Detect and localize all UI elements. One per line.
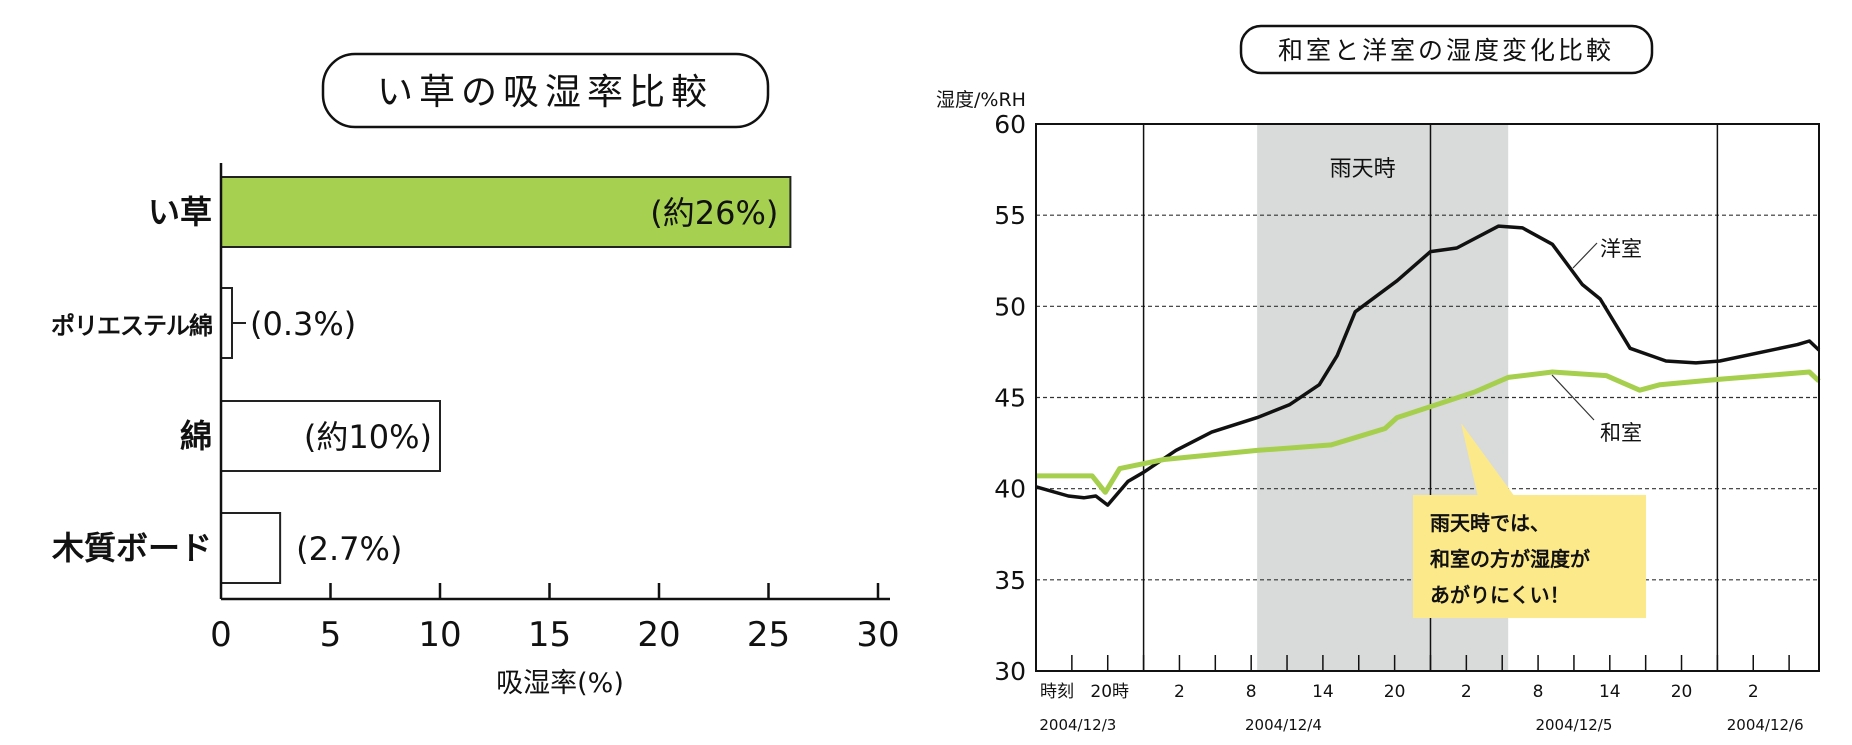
category-label: 綿 xyxy=(180,417,212,455)
y-tick-label: 40 xyxy=(994,475,1026,504)
x-tick-label: 20時 xyxy=(1090,682,1129,702)
callout-box xyxy=(1413,495,1646,618)
leader-line xyxy=(1572,242,1598,269)
x-tick-label: 8 xyxy=(1533,682,1544,702)
x-tick-label: 14 xyxy=(1312,682,1334,702)
series-line-western-room xyxy=(1035,224,1821,507)
x-tick-label: 0 xyxy=(210,615,232,655)
bar-chart-title-frame xyxy=(321,52,770,129)
x-tick-label: 8 xyxy=(1246,682,1257,702)
x-tick-label: 2 xyxy=(1461,682,1472,702)
callout-pointer xyxy=(1461,423,1515,497)
x-axis-prefix: 時刻 xyxy=(1040,682,1074,702)
x-tick-label: 5 xyxy=(320,615,342,655)
date-label: 2004/12/3 xyxy=(1039,716,1116,734)
y-tick-label: 50 xyxy=(994,292,1026,321)
x-tick-label: 20 xyxy=(1671,682,1693,702)
data-label: (約10%) xyxy=(304,418,432,456)
leader-line xyxy=(1551,374,1595,421)
y-axis-label: 湿度/%RH xyxy=(936,89,1026,111)
category-label: い草 xyxy=(148,193,212,231)
bar-chart-title: い草の吸湿率比較 xyxy=(377,72,713,113)
callout-text: 和室の方が湿度が xyxy=(1430,547,1590,571)
x-tick-label: 20 xyxy=(637,615,680,655)
rainy-period-label: 雨天時 xyxy=(1330,157,1396,182)
line-chart-title: 和室と洋室の湿度変化比較 xyxy=(1278,36,1614,65)
x-tick-label: 15 xyxy=(528,615,571,655)
category-label: ポリエステル綿 xyxy=(51,312,212,340)
line-chart-title-frame xyxy=(1239,24,1654,75)
series-label: 洋室 xyxy=(1600,237,1642,261)
callout-text: 雨天時では、 xyxy=(1430,511,1550,535)
x-tick-label: 2 xyxy=(1748,682,1759,702)
y-tick-label: 30 xyxy=(994,657,1026,686)
date-label: 2004/12/5 xyxy=(1535,716,1612,734)
bar-chart: い草の吸湿率比較 い草 (約26%) ポリエステル綿 (0.3%) 綿 (約10%) 木質ボ… xyxy=(51,52,900,699)
y-tick-label: 60 xyxy=(994,110,1026,139)
category-label: 木質ボード xyxy=(51,529,212,567)
bar xyxy=(220,400,441,472)
x-tick-label: 10 xyxy=(418,615,461,655)
x-tick-label: 25 xyxy=(747,615,790,655)
x-tick-label: 14 xyxy=(1599,682,1621,702)
series-line-japanese-room xyxy=(1036,369,1821,495)
y-tick-label: 55 xyxy=(994,201,1026,230)
plot-frame xyxy=(1035,123,1820,672)
bar xyxy=(220,176,792,248)
x-axis-label: 吸湿率(%) xyxy=(496,668,624,699)
data-label: (0.3%) xyxy=(250,305,356,343)
callout-text: あがりにくい！ xyxy=(1430,583,1570,607)
line-chart: 和室と洋室の湿度変化比較 湿度/%RH 雨天時 30 35 40 45 50 55 60 時刻 2… xyxy=(936,24,1821,734)
x-tick-label: 30 xyxy=(856,615,899,655)
x-tick-label: 2 xyxy=(1174,682,1185,702)
data-label: (約26%) xyxy=(650,194,778,232)
x-tick-label: 20 xyxy=(1384,682,1406,702)
date-label: 2004/12/6 xyxy=(1727,716,1804,734)
y-tick-label: 35 xyxy=(994,566,1026,595)
series-label: 和室 xyxy=(1600,421,1642,445)
bar xyxy=(220,287,233,359)
data-label: (2.7%) xyxy=(296,530,402,568)
date-label: 2004/12/4 xyxy=(1245,716,1322,734)
y-tick-label: 45 xyxy=(994,384,1026,413)
bar xyxy=(220,512,282,584)
